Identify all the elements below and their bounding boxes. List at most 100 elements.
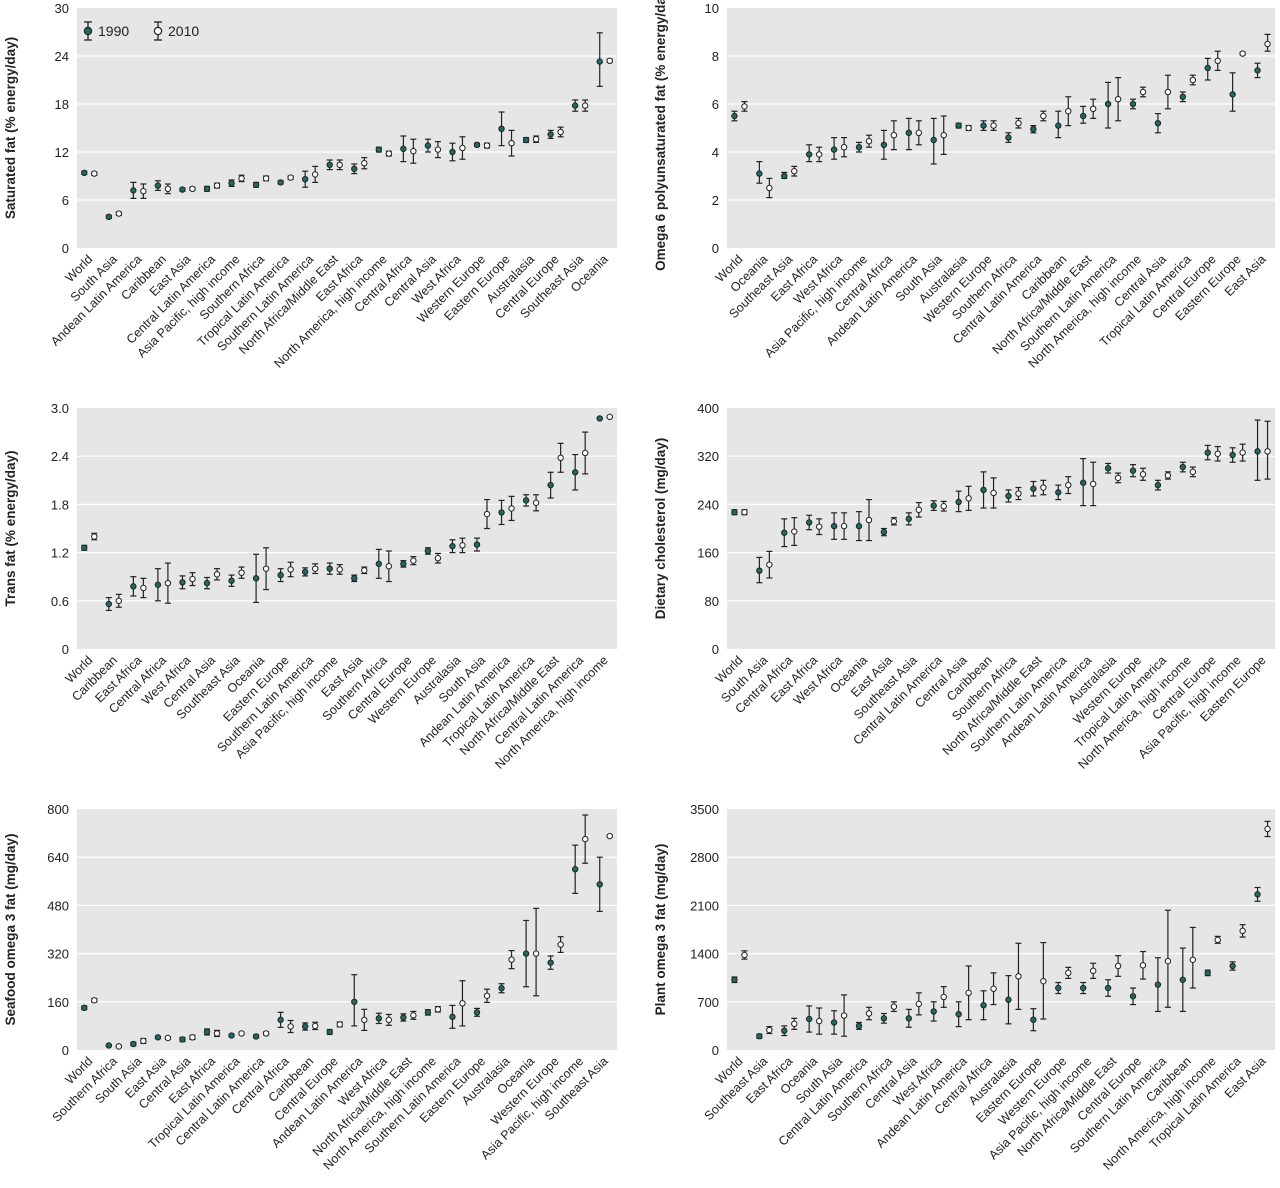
data-point-2010 [1239,449,1246,456]
data-point-2010 [557,454,564,462]
data-point-2010 [213,571,221,578]
y-tick-label: 2100 [690,898,719,913]
plot-area [727,8,1275,248]
data-point-2010 [140,188,147,195]
data-point-2010 [1214,450,1221,457]
legend: 1990 2010 [83,21,199,41]
data-point-2010 [741,951,748,959]
data-point-2010 [287,174,294,181]
data-point-1990 [781,529,788,536]
data-point-1990 [424,142,432,149]
data-point-1990 [571,469,579,476]
data-point-1990 [154,581,162,588]
data-point-1990 [1154,120,1162,127]
data-point-1990 [326,565,333,572]
data-point-2010 [140,1037,147,1045]
data-point-1990 [880,528,888,536]
y-axis-title: Omega 6 polyunsaturated fat (% energy/da… [653,0,668,271]
data-point-2010 [262,1030,270,1037]
data-point-2010 [385,150,393,157]
data-point-2010 [791,528,798,535]
data-point-1990 [805,1015,813,1023]
data-point-1990 [1030,1016,1037,1023]
data-point-2010 [532,136,540,143]
data-point-2010 [557,128,564,136]
data-point-1990 [498,125,505,133]
data-point-1990 [1154,481,1162,489]
data-point-1990 [1079,984,1087,992]
plot-area [727,809,1275,1050]
data-point-2010 [815,1017,823,1025]
data-point-2010 [1189,956,1197,963]
data-point-2010 [459,144,466,152]
data-point-1990 [571,102,579,109]
data-point-1990 [830,1019,838,1026]
data-point-1990 [154,1034,162,1041]
data-point-1990 [1179,976,1187,983]
data-point-2010 [213,182,221,189]
data-point-1990 [596,881,603,888]
data-point-2010 [115,597,123,604]
data-point-2010 [434,555,442,562]
data-point-2010 [865,1010,873,1017]
data-point-1990 [596,415,603,422]
data-point-1990 [277,571,284,579]
chart-panel: 0 160 320 480 640 800 Seafood omega 3 fat (mg/… [3,802,617,1173]
data-point-2010 [1114,96,1122,103]
data-point-2010 [508,140,515,147]
data-point-1990 [756,567,763,574]
data-point-2010 [1264,825,1271,833]
y-tick-label: 700 [697,995,719,1010]
data-point-1990 [955,1010,962,1018]
data-point-2010 [1065,969,1072,977]
data-point-2010 [965,989,972,997]
data-point-1990 [179,579,186,586]
data-point-2010 [865,138,873,145]
data-point-1990 [1030,485,1037,492]
legend-marker-2010 [153,26,163,36]
plot-area [77,809,617,1050]
data-point-1990 [805,519,813,526]
data-point-2010 [766,184,773,192]
data-point-1990 [130,1040,137,1048]
data-point-1990 [1129,993,1137,1000]
data-point-1990 [1055,984,1062,992]
data-point-1990 [179,186,186,193]
y-tick-label: 320 [47,947,69,962]
data-point-1990 [301,176,309,183]
y-tick-label: 10 [705,1,719,16]
y-tick-label: 0 [62,241,69,256]
data-point-2010 [581,102,589,109]
data-point-2010 [385,1016,393,1024]
data-point-1990 [1104,984,1112,992]
data-point-1990 [277,179,284,186]
data-point-1990 [1005,492,1012,500]
data-point-1990 [252,1033,260,1040]
data-point-1990 [1179,93,1187,101]
data-point-1990 [473,541,481,548]
data-point-1990 [1079,112,1087,120]
data-point-2010 [91,533,98,540]
y-tick-label: 1.8 [51,497,69,512]
data-point-1990 [375,1015,383,1022]
data-point-2010 [606,57,613,64]
data-point-2010 [459,542,466,549]
data-point-1990 [980,122,987,129]
y-tick-label: 12 [55,145,69,160]
data-point-1990 [781,172,788,180]
data-point-1990 [1079,479,1087,486]
y-axis-title: Seafood omega 3 fat (mg/day) [3,833,18,1025]
data-point-2010 [238,569,245,576]
data-point-1990 [955,122,962,129]
y-tick-label: 8 [712,49,719,64]
data-point-2010 [741,103,748,110]
data-point-1990 [1254,891,1261,898]
data-point-1990 [351,575,358,582]
data-point-2010 [361,160,368,167]
data-point-1990 [326,1028,333,1036]
y-tick-label: 1.2 [51,546,69,561]
data-point-1990 [424,1009,432,1016]
data-point-1990 [228,1032,235,1039]
data-point-2010 [1089,105,1097,113]
